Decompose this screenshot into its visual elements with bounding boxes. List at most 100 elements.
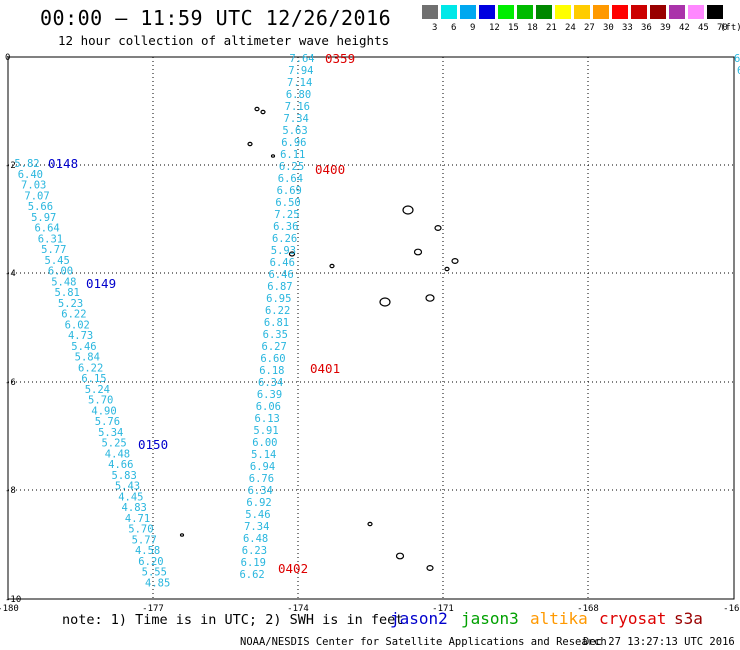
legend-label: 12 — [489, 23, 500, 33]
wave-height-value: 5.48 — [51, 276, 76, 288]
wave-height-value: 4.73 — [68, 330, 93, 342]
wave-height-value: 6.39 — [257, 389, 282, 401]
legend-label: 6 — [451, 23, 457, 33]
island-outline — [247, 141, 253, 147]
wave-height-value: 5.24 — [85, 384, 110, 396]
wave-height-value: 6.92 — [246, 497, 271, 509]
wave-height-value: 5.83 — [112, 470, 137, 482]
page-subtitle: 12 hour collection of altimeter wave hei… — [58, 33, 390, 48]
legend-label: 3 — [432, 23, 438, 33]
legend-label: 36 — [641, 23, 652, 33]
wave-height-value: 6.62 — [239, 569, 264, 581]
legend-swatch — [517, 5, 533, 19]
wave-height-value: 6.22 — [265, 305, 290, 317]
wave-height-value: 6.40 — [18, 169, 43, 181]
legend-unit: (ft) — [720, 23, 740, 33]
wave-height-value: 5.25 — [101, 438, 126, 450]
wave-height-value: 4.66 — [108, 459, 133, 471]
wave-height-value: 6.06 — [256, 401, 281, 413]
wave-height-value: 6.23 — [242, 545, 267, 557]
wave-height-value: 6.25 — [279, 161, 304, 173]
legend-swatch — [593, 5, 609, 19]
wave-height-value: 5.97 — [31, 212, 56, 224]
island-outline — [288, 251, 296, 257]
wave-height-value: 5.91 — [253, 425, 278, 437]
wave-height-value: 6.20 — [138, 556, 163, 568]
credit-text: NOAA/NESDIS Center for Satellite Applica… — [240, 636, 607, 648]
wave-height-value: 6.46 — [268, 269, 293, 281]
legend-label: 42 — [679, 23, 690, 33]
legend-swatch — [460, 5, 476, 19]
pass-time-label: 0400 — [315, 162, 345, 177]
wave-height-value: 6.46 — [270, 257, 295, 269]
lon-tick-label: -177 — [142, 604, 164, 614]
lon-tick-label: -180 — [0, 604, 19, 614]
wave-height-value: 5.46 — [71, 341, 96, 353]
map-frame — [7, 56, 735, 600]
pass-time-label: 0402 — [278, 561, 308, 576]
legend-label: 24 — [565, 23, 576, 33]
satellite-label-s3a: s3a — [674, 609, 703, 628]
wave-height-value: 6.02 — [65, 319, 90, 331]
wave-height-value: 7.34 — [244, 521, 269, 533]
island-outline — [254, 106, 260, 112]
wave-height-value: 6.36 — [273, 221, 298, 233]
pass-time-label: 0359 — [325, 51, 355, 66]
wave-height-value: 6.31 — [38, 233, 63, 245]
wave-height-value: 6.15 — [81, 373, 106, 385]
legend-swatch — [669, 5, 685, 19]
wave-height-value: 6.48 — [243, 533, 268, 545]
island-outline — [329, 263, 335, 269]
legend-label: 45 — [698, 23, 709, 33]
wave-height-value: 7.07 — [24, 190, 49, 202]
island-outline — [367, 521, 373, 527]
legend-swatch — [650, 5, 666, 19]
legend-label: 30 — [603, 23, 614, 33]
wave-height-value: 6.00 — [48, 266, 73, 278]
island-outline — [179, 533, 185, 537]
wave-height-value: 6.76 — [249, 473, 274, 485]
wave-height-value: 6.22 — [78, 362, 103, 374]
wave-height-value: 6.81 — [264, 317, 289, 329]
wave-height-value: 5.81 — [55, 287, 80, 299]
legend-swatch — [574, 5, 590, 19]
wave-height-value: 5.55 — [142, 567, 167, 579]
lon-tick-label: -174 — [287, 604, 309, 614]
island-outline — [444, 266, 450, 272]
legend-swatch — [688, 5, 704, 19]
wave-height-value: 6.19 — [241, 557, 266, 569]
wave-height-value: 5.63 — [282, 125, 307, 137]
legend-label: 70 — [717, 23, 728, 33]
wave-height-value: 5.77 — [41, 244, 66, 256]
wave-height-value: 6.94 — [250, 461, 275, 473]
wave-height-value: 5.84 — [75, 352, 100, 364]
legend-swatch — [555, 5, 571, 19]
wave-height-value: 6.60 — [260, 353, 285, 365]
legend-label: 39 — [660, 23, 671, 33]
wave-height-value: 5.23 — [58, 298, 83, 310]
legend-swatch — [536, 5, 552, 19]
legend-swatch — [479, 5, 495, 19]
lon-tick-label: -171 — [432, 604, 454, 614]
wave-height-value: 7.34 — [284, 113, 309, 125]
wave-height-value: 6.64 — [278, 173, 303, 185]
footer-note: note: 1) Time is in UTC; 2) SWH is in fe… — [62, 612, 404, 628]
legend-swatch — [441, 5, 457, 19]
wave-height-value: 4.71 — [125, 513, 150, 525]
wave-height-value: 6 — [737, 65, 740, 77]
satellite-label-cryosat: cryosat — [599, 609, 667, 628]
legend-swatch — [612, 5, 628, 19]
island-outline — [395, 552, 405, 560]
legend-label: 21 — [546, 23, 557, 33]
wave-height-value: 5.43 — [115, 481, 140, 493]
pass-time-label: 0148 — [48, 156, 78, 171]
island-outline — [425, 294, 435, 302]
wave-height-value: 4.83 — [122, 502, 147, 514]
wave-height-value: 6.69 — [277, 185, 302, 197]
legend-label: 18 — [527, 23, 538, 33]
wave-height-value: 6.22 — [61, 309, 86, 321]
island-outline — [426, 564, 434, 571]
wave-height-value: 4.90 — [91, 405, 116, 417]
wave-height-value: 5.45 — [45, 255, 70, 267]
satellite-label-jason2: jason2 — [390, 609, 448, 628]
